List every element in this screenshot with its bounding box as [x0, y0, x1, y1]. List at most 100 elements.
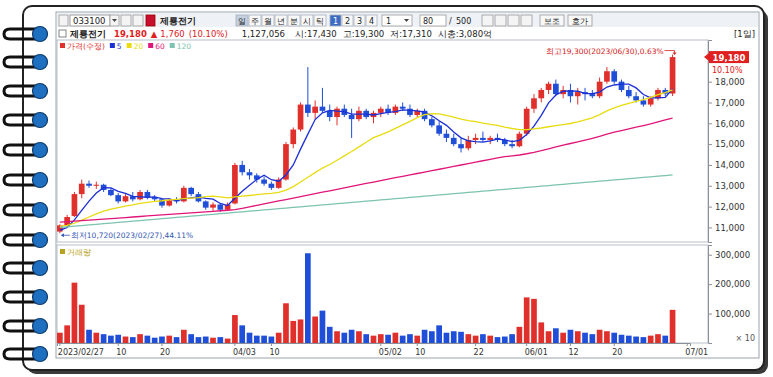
tick: 07/01	[685, 343, 708, 357]
volume-bar	[305, 253, 311, 343]
tool-icon[interactable]	[495, 15, 506, 26]
tool-icon[interactable]	[521, 15, 532, 26]
page-shadow	[27, 10, 768, 374]
interval-select[interactable]	[382, 15, 412, 26]
period-label[interactable]: 분	[290, 17, 298, 26]
volume-bar	[385, 335, 391, 343]
volume-bar	[509, 334, 515, 343]
legend-label: 5	[117, 42, 122, 51]
volume-panel	[57, 245, 708, 343]
volume-bar	[553, 328, 559, 343]
candle-body	[137, 192, 143, 199]
candle-body	[86, 184, 92, 186]
candle-body	[210, 205, 216, 208]
tool-icon[interactable]	[508, 15, 519, 26]
candle-body	[451, 138, 457, 144]
candle-body	[290, 130, 296, 145]
dropdown-button[interactable]	[110, 15, 119, 26]
period-button[interactable]	[314, 15, 326, 26]
interval-label[interactable]: 2	[345, 17, 350, 26]
period-label[interactable]: 틱	[316, 17, 324, 26]
favorite-button[interactable]	[133, 15, 143, 26]
ring-hole	[33, 290, 48, 305]
interval-value[interactable]: 1	[386, 17, 391, 26]
tick: 200,000	[708, 279, 750, 289]
candle-body	[79, 184, 85, 194]
candle-body	[378, 109, 384, 113]
candle-body	[239, 165, 245, 172]
period-label[interactable]: 시	[303, 17, 311, 26]
search-button[interactable]	[121, 15, 131, 26]
tick-mark	[708, 227, 712, 228]
period-button[interactable]	[262, 15, 274, 26]
tick: 13,000	[708, 181, 745, 191]
legend-swatch	[170, 43, 175, 48]
ring-hole	[33, 203, 48, 218]
legend-label: 60	[155, 42, 165, 51]
price-change-label: 10.10%	[712, 66, 743, 75]
period-label[interactable]: 일	[238, 17, 246, 26]
nav-button[interactable]	[59, 15, 68, 26]
tool-button[interactable]	[568, 15, 592, 26]
interval-button[interactable]	[330, 15, 341, 26]
checkbox[interactable]	[59, 30, 66, 37]
volume-bar	[247, 333, 253, 343]
stock-code: 033100	[73, 16, 105, 26]
period-button[interactable]	[301, 15, 313, 26]
count-value[interactable]: 80	[423, 17, 433, 26]
tick: 300,000	[708, 250, 750, 260]
tick-mark	[708, 102, 712, 103]
period-button[interactable]	[275, 15, 287, 26]
period-button[interactable]	[288, 15, 300, 26]
interval-button[interactable]	[366, 15, 377, 26]
volume-bar	[546, 331, 552, 343]
separator: /	[449, 17, 452, 26]
spiral-ring	[4, 84, 48, 99]
ring-hole	[33, 173, 48, 188]
period-label[interactable]: 월	[264, 17, 272, 26]
tick-label: 22	[474, 348, 484, 357]
period-button[interactable]	[236, 15, 248, 26]
code-input[interactable]	[70, 15, 110, 26]
volume-bar	[57, 333, 63, 343]
interval-button[interactable]	[342, 15, 353, 26]
count-input[interactable]	[420, 15, 446, 26]
volume-unit: × 10	[736, 334, 755, 343]
tick: 12	[568, 343, 578, 357]
tick-label: 16,000	[715, 119, 745, 129]
period-button[interactable]	[249, 15, 261, 26]
annotation-arrowhead	[61, 233, 64, 237]
toolbar-stock-name: 제룡전기	[159, 16, 196, 26]
volume-bar	[72, 283, 78, 343]
interval-label[interactable]: 1	[333, 17, 338, 26]
volume-bar	[458, 332, 464, 343]
candle-wick	[490, 136, 491, 144]
volume-bar	[436, 325, 442, 343]
interval-button[interactable]	[354, 15, 365, 26]
tool-button-label[interactable]: 보조	[544, 17, 560, 26]
tick: 06/01	[525, 343, 548, 357]
quote-field: 저:17,310	[390, 29, 432, 39]
tick: 14,000	[708, 160, 745, 170]
tick-label: 20	[160, 348, 170, 357]
interval-label[interactable]: 4	[369, 17, 374, 26]
volume-bar	[363, 334, 369, 343]
dropdown-arrow	[112, 19, 117, 22]
tool-button-label[interactable]: 호가	[572, 17, 588, 26]
tool-button[interactable]	[540, 15, 564, 26]
volume-bar	[261, 336, 267, 343]
moving-average-line	[60, 175, 673, 227]
volume-bar	[589, 334, 595, 343]
candle-body	[334, 109, 340, 117]
period-label[interactable]: 년	[277, 17, 285, 26]
tick-mark	[271, 343, 272, 346]
moving-average-line	[60, 118, 673, 222]
price-marks	[57, 55, 675, 234]
candle-body	[473, 138, 479, 140]
interval-label[interactable]: 3	[357, 17, 362, 26]
volume-bar	[670, 310, 676, 343]
period-label[interactable]: 주	[251, 17, 259, 26]
candle-body	[619, 82, 625, 90]
tick-mark	[161, 343, 162, 346]
tool-icon[interactable]	[482, 15, 493, 26]
